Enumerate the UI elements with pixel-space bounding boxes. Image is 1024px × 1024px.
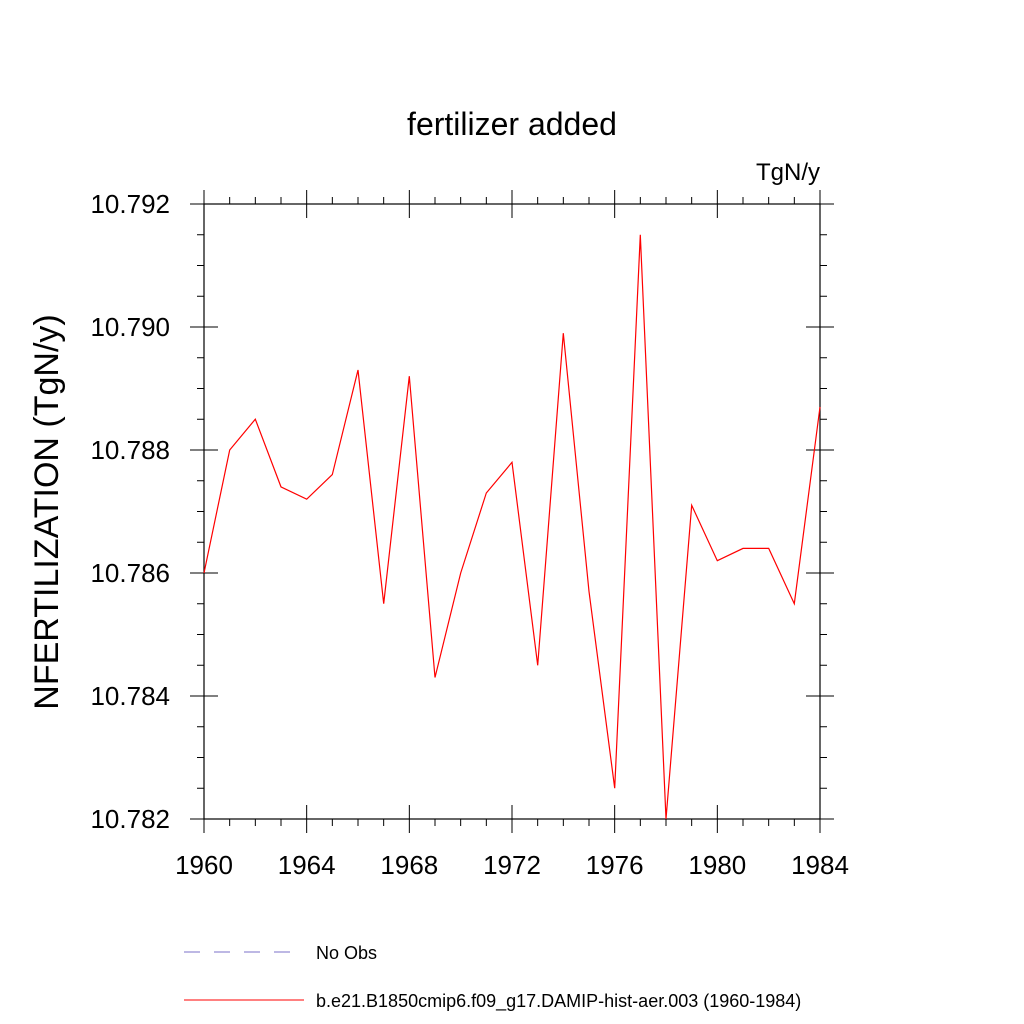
series-layer	[203, 234, 821, 820]
legend-label: No Obs	[316, 943, 377, 963]
x-tick-labels: 1960 1964 1968 1972 1976 1980 1984	[175, 850, 849, 880]
units-label: TgN/y	[756, 159, 820, 186]
legend-label: b.e21.B1850cmip6.f09_g17.DAMIP-hist-aer.…	[316, 991, 801, 1012]
x-tick-label: 1968	[380, 850, 438, 880]
y-tick-label: 10.790	[90, 312, 170, 342]
series-line	[203, 234, 821, 820]
y-axis-label: NFERTILIZATION (TgN/y)	[28, 314, 66, 709]
legend: No Obs b.e21.B1850cmip6.f09_g17.DAMIP-his…	[184, 943, 801, 1012]
x-tick-label: 1972	[483, 850, 541, 880]
x-tick-label: 1980	[688, 850, 746, 880]
y-tick-labels: 10.782 10.784 10.786 10.788 10.790 10.792	[90, 189, 170, 834]
axis-ticks	[190, 190, 834, 833]
x-tick-label: 1976	[586, 850, 644, 880]
y-tick-label: 10.792	[90, 189, 170, 219]
y-tick-label: 10.782	[90, 804, 170, 834]
y-tick-label: 10.786	[90, 558, 170, 588]
y-tick-label: 10.788	[90, 435, 170, 465]
chart-title: fertilizer added	[407, 106, 617, 142]
x-tick-label: 1984	[791, 850, 849, 880]
x-tick-label: 1964	[278, 850, 336, 880]
x-tick-label: 1960	[175, 850, 233, 880]
y-tick-label: 10.784	[90, 681, 170, 711]
plot-frame	[203, 203, 821, 820]
